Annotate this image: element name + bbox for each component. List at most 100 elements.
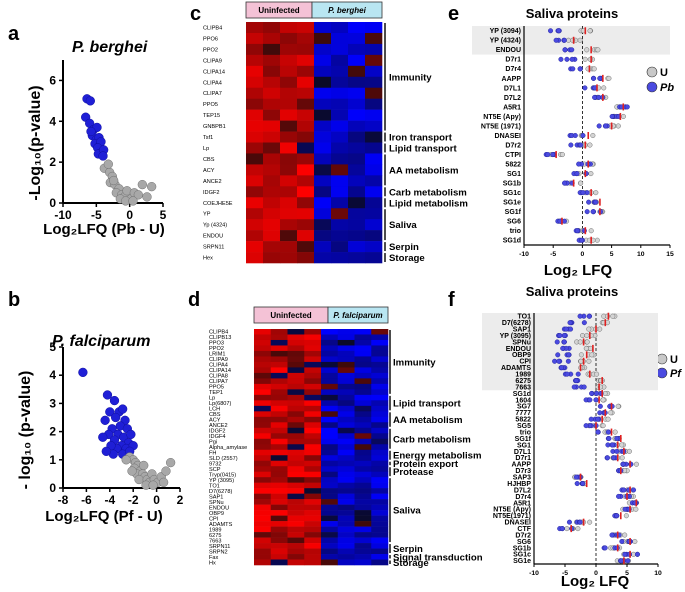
e-point-infected bbox=[591, 75, 597, 81]
d-heat-cell bbox=[254, 405, 272, 412]
d-heat-cell bbox=[270, 554, 288, 560]
panel-f-legend-u-marker bbox=[656, 353, 668, 365]
c-heat-cell bbox=[314, 65, 332, 78]
d-heat-cell bbox=[304, 438, 322, 445]
c-heat-cell bbox=[297, 87, 315, 99]
f-x-tick-label: -10 bbox=[529, 570, 539, 577]
b-point-not-significant bbox=[121, 455, 131, 465]
d-heat-cell bbox=[371, 515, 389, 522]
c-heat-cell bbox=[365, 32, 383, 45]
a-point-not-significant bbox=[128, 196, 138, 206]
f-point-infected bbox=[581, 320, 587, 326]
d-heat-cell bbox=[287, 433, 305, 440]
c-heat-cell bbox=[263, 142, 281, 154]
d-row-label: LCH bbox=[209, 407, 220, 413]
d-row-label: CLIPA4 bbox=[209, 363, 228, 369]
a-x-tick-label: 5 bbox=[160, 208, 167, 222]
d-heat-cell bbox=[254, 515, 272, 522]
d-heat-cell bbox=[371, 559, 389, 566]
d-row-label: 9732 bbox=[209, 461, 221, 467]
c-heat-cell bbox=[348, 131, 366, 143]
f-point-uninfected bbox=[610, 313, 616, 319]
panel-e-legend-u: U bbox=[660, 67, 668, 79]
d-heat-cell bbox=[270, 334, 288, 341]
c-row-label: Hex bbox=[203, 256, 213, 262]
f-protein-label: SG1e bbox=[513, 558, 531, 565]
c-heat-cell bbox=[331, 109, 349, 121]
e-protein-label: YP (4324) bbox=[490, 38, 521, 45]
d-category-label: Serpin bbox=[393, 544, 423, 555]
c-category-label: Serpin bbox=[389, 242, 419, 253]
d-heat-cell bbox=[270, 482, 288, 489]
e-protein-label: SG6 bbox=[507, 219, 521, 226]
c-heat-cell bbox=[246, 120, 264, 132]
e-point-infected bbox=[562, 180, 568, 186]
f-point-uninfected bbox=[586, 358, 592, 364]
e-protein-label: SG1c bbox=[503, 190, 521, 197]
d-heat-cell bbox=[270, 521, 288, 527]
d-heat-cell bbox=[270, 449, 288, 456]
d-heat-cell bbox=[337, 499, 355, 505]
c-heat-cell bbox=[365, 22, 383, 34]
d-heat-cell bbox=[270, 433, 288, 440]
d-heat-cell bbox=[337, 559, 355, 566]
e-protein-label: 5822 bbox=[505, 161, 521, 168]
d-heat-cell bbox=[354, 466, 372, 472]
panel-label-f: f bbox=[448, 289, 455, 311]
d-row-label: TEP1 bbox=[209, 390, 223, 396]
d-heat-cell bbox=[254, 356, 272, 363]
d-heat-cell bbox=[337, 438, 355, 445]
d-row-label: FH bbox=[209, 450, 216, 456]
d-heat-cell bbox=[371, 361, 389, 368]
e-point-infected bbox=[553, 37, 559, 43]
d-heat-cell bbox=[304, 532, 322, 538]
f-point-infected bbox=[573, 378, 579, 384]
c-heat-cell bbox=[280, 76, 298, 89]
f-protein-label: 7663 bbox=[515, 384, 531, 391]
e-point-infected bbox=[609, 113, 615, 119]
c-heat-cell bbox=[246, 142, 264, 154]
d-heat-cell bbox=[371, 521, 389, 527]
f-point-infected bbox=[567, 320, 573, 326]
c-category-label: Storage bbox=[389, 253, 425, 264]
d-heat-cell bbox=[321, 504, 339, 511]
d-heat-cell bbox=[287, 329, 305, 335]
c-row-label: CLIPB4 bbox=[203, 25, 222, 31]
d-heat-cell bbox=[287, 493, 305, 500]
a-point-significant bbox=[98, 151, 108, 161]
d-heat-cell bbox=[371, 543, 389, 549]
d-heat-cell bbox=[371, 488, 389, 494]
c-heat-cell bbox=[263, 22, 281, 34]
d-heat-cell bbox=[304, 488, 322, 494]
c-heat-cell bbox=[297, 109, 315, 121]
d-row-label: CLIPB13 bbox=[209, 335, 231, 341]
d-heat-cell bbox=[354, 372, 372, 379]
d-category-label: AA metabolism bbox=[393, 415, 462, 426]
f-point-uninfected bbox=[600, 423, 606, 429]
d-heat-cell bbox=[321, 334, 339, 341]
d-heat-cell bbox=[304, 455, 322, 462]
e-protein-label: SG1d bbox=[503, 238, 521, 245]
b-y-tick-label: 1 bbox=[49, 453, 56, 467]
d-heat-cell bbox=[287, 422, 305, 429]
c-heat-cell bbox=[348, 22, 366, 34]
d-heat-cell bbox=[337, 554, 355, 560]
c-heat-cell bbox=[280, 98, 298, 110]
c-heat-cell bbox=[365, 241, 383, 253]
d-heat-cell bbox=[304, 460, 322, 467]
d-heat-cell bbox=[254, 378, 272, 385]
f-point-infected bbox=[597, 410, 603, 416]
c-heat-cell bbox=[314, 43, 332, 56]
d-heat-cell bbox=[321, 559, 339, 566]
d-heat-cell bbox=[304, 361, 322, 368]
f-protein-label: 7777 bbox=[515, 410, 531, 417]
d-heat-cell bbox=[354, 350, 372, 357]
d-heat-cell bbox=[270, 422, 288, 429]
c-category-label: Immunity bbox=[389, 72, 432, 83]
a-point-not-significant bbox=[109, 175, 119, 186]
e-protein-label: D7r4 bbox=[505, 66, 521, 73]
panel-e-xlabel: Log₂ LFQ bbox=[544, 262, 613, 279]
d-heat-cell bbox=[287, 372, 305, 379]
c-heat-cell bbox=[314, 142, 332, 154]
a-x-tick-label: 0 bbox=[126, 208, 133, 222]
